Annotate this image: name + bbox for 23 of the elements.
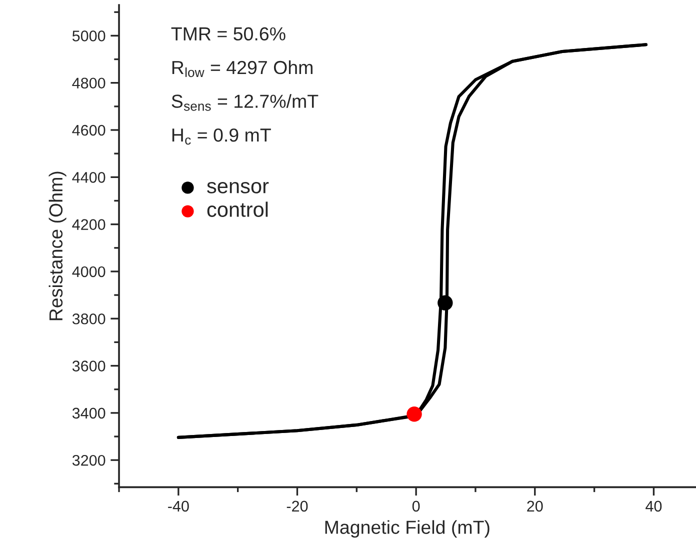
y-tick-label: 3600: [72, 360, 106, 372]
y-tick-label: 4200: [72, 219, 106, 230]
legend-label: control: [207, 202, 268, 217]
x-tick-label: 20: [527, 500, 543, 512]
x-tick-label: 40: [646, 500, 662, 512]
y-tick-label: 4000: [72, 266, 106, 278]
annotation: R$_{low}$ = 4297 Ohm: [172, 60, 312, 78]
x-axis-title: Magnetic Field (mT): [325, 520, 490, 538]
y-tick-label: 4800: [72, 78, 106, 89]
x-tick-label: 0: [412, 500, 420, 512]
y-tick-label: 3800: [72, 313, 106, 324]
annotation: S$_{sens}$ = 12.7%/mT: [172, 94, 318, 111]
y-axis-title: Resistance (Ohm): [48, 172, 66, 320]
x-tick-label: -20: [286, 500, 308, 512]
y-tick-label: 4600: [72, 124, 106, 136]
annotation: TMR = 50.6%: [171, 27, 286, 41]
legend-label: sensor: [207, 182, 269, 194]
y-tick-label: 3400: [72, 408, 106, 419]
y-tick-label: 5000: [72, 30, 106, 42]
y-tick-label: 4400: [72, 172, 106, 183]
y-tick-label: 3200: [72, 454, 106, 466]
x-tick-label: -40: [168, 500, 189, 512]
annotation: H$_{c}$ = 0.9 mT: [172, 128, 271, 145]
